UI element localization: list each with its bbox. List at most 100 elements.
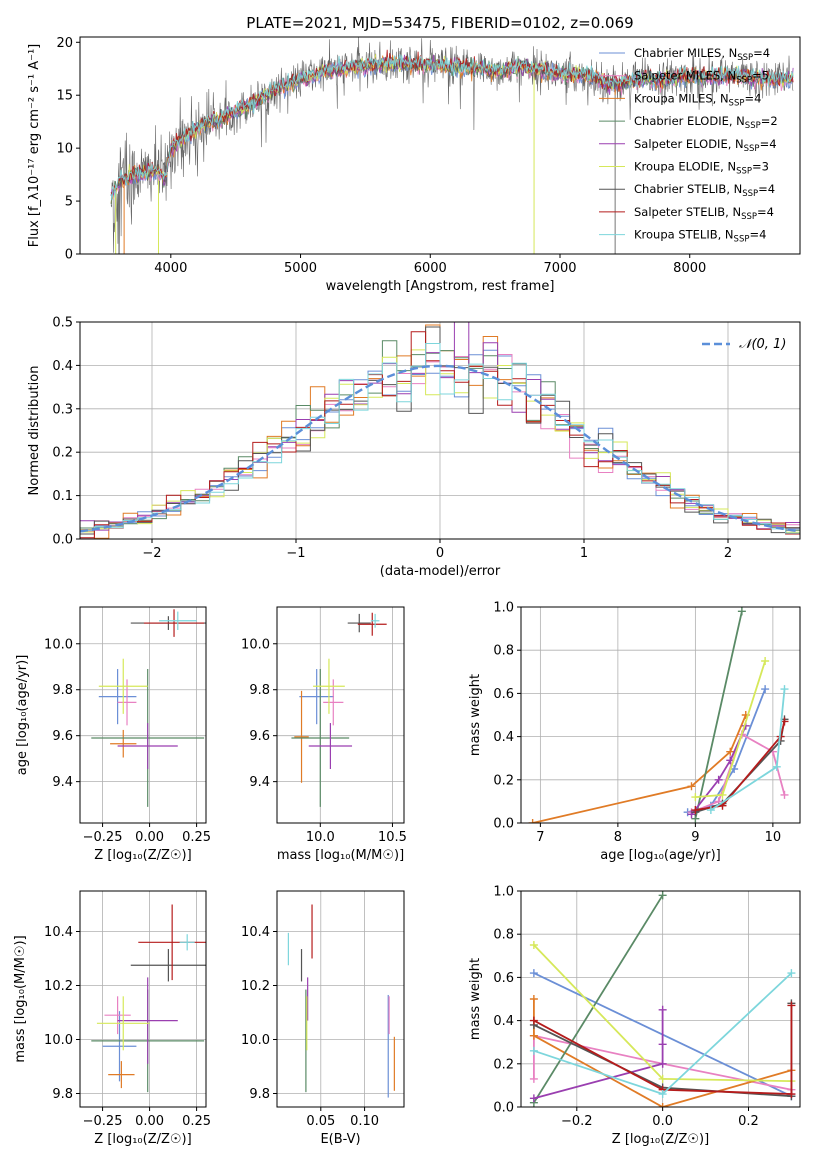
weight-marker (528, 819, 537, 823)
x-tick-label: 8 (614, 830, 622, 845)
y-tick-label: 10.0 (44, 637, 73, 652)
weight-marker (529, 1016, 538, 1025)
error-point-4 (117, 723, 178, 769)
weight-line-6 (695, 719, 786, 814)
legend-tail: =5 (752, 69, 769, 83)
y-tick-label: 9.8 (249, 683, 270, 698)
x-axis-label: Z [log₁₀(Z/Z☉)] (94, 848, 191, 863)
model-spectrum-8 (110, 54, 794, 201)
legend-entry: Kroupa ELODIE, NSSP=3 (634, 160, 769, 177)
y-tick-label: 0.3 (52, 402, 73, 417)
weight-marker (737, 607, 746, 616)
y-tick-label: 9.6 (52, 729, 73, 744)
weight-marker (780, 685, 789, 694)
weight-marker (529, 995, 538, 1003)
weight-marker (529, 1074, 538, 1083)
error-point-5 (98, 658, 148, 714)
x-tick-label: 0.0 (652, 1114, 673, 1129)
weight-line-7 (533, 1005, 793, 1095)
y-tick-label: 15 (56, 89, 73, 104)
legend-tail: =4 (757, 205, 774, 219)
weight-marker (714, 775, 723, 784)
x-tick-label: 2 (724, 546, 732, 561)
panel-2 (76, 606, 207, 827)
x-tick-label: 0.05 (306, 1114, 335, 1129)
error-point-0 (102, 1011, 137, 1082)
y-tick-label: 0.2 (493, 1057, 514, 1072)
weight-marker (658, 1040, 667, 1049)
legend-text: Salpeter STELIB, N (634, 205, 741, 219)
x-tick-label: 7 (536, 830, 544, 845)
y-tick-label: 10.0 (44, 1033, 73, 1048)
legend-entry: Kroupa STELIB, NSSP=4 (634, 228, 766, 245)
legend-subscript: SSP (741, 212, 757, 222)
x-tick-label: 9 (691, 830, 699, 845)
y-tick-label: 0.6 (493, 971, 514, 986)
chart-title: PLATE=2021, MJD=53475, FIBERID=0102, z=0… (246, 14, 633, 32)
weight-marker (529, 1031, 538, 1040)
x-axis-label: (data-model)/error (380, 564, 501, 579)
weight-marker (658, 1059, 667, 1068)
panel-0 (76, 36, 801, 258)
weight-marker (787, 969, 796, 978)
legend-entry: Chabrier ELODIE, NSSP=2 (634, 114, 778, 131)
weight-marker (691, 793, 700, 802)
error-point-7 (143, 609, 205, 637)
y-tick-label: 20 (56, 36, 73, 51)
y-tick-label: 9.4 (249, 775, 270, 790)
y-tick-label: 0.1 (52, 489, 73, 504)
weight-line-3 (694, 611, 743, 819)
y-tick-label: 0.8 (493, 644, 514, 659)
y-tick-label: 9.6 (249, 729, 270, 744)
y-axis-label: age [log₁₀(age/yr)] (15, 655, 30, 776)
legend-text: Salpeter MILES, N (634, 69, 736, 83)
y-axis-label: Flux [f_λ10⁻¹⁷ erg cm⁻² s⁻¹ A⁻¹] (27, 44, 42, 248)
legend-entry: Salpeter MILES, NSSP=5 (634, 69, 769, 86)
axes-frame (276, 606, 405, 824)
x-tick-label: −2 (142, 546, 161, 561)
legend-tail: =3 (752, 160, 769, 174)
legend-text: Kroupa ELODIE, N (634, 160, 736, 174)
error-point-2 (294, 690, 309, 783)
error-point-8 (370, 613, 380, 628)
x-tick-label: 0.00 (135, 1114, 164, 1129)
legend-text: Kroupa MILES, N (634, 91, 729, 105)
legend-tail: =2 (761, 114, 778, 128)
y-tick-label: 9.8 (52, 1087, 73, 1102)
x-axis-label: Z [log₁₀(Z/Z☉)] (612, 1132, 709, 1147)
legend-tail: =4 (758, 182, 775, 196)
normal-reference-curve (80, 364, 800, 533)
weight-marker (658, 1074, 667, 1083)
plot-area (291, 612, 387, 807)
x-tick-label: −0.2 (561, 1114, 593, 1129)
residual-histogram-8 (80, 343, 800, 534)
y-tick-label: 10 (56, 142, 73, 157)
legend-entry: Chabrier STELIB, NSSP=4 (634, 182, 775, 199)
x-tick-label: 0.25 (182, 830, 211, 845)
axes-frame (79, 606, 207, 824)
weight-line-2 (532, 714, 747, 823)
weight-marker (529, 969, 538, 978)
legend-text: Chabrier ELODIE, N (634, 114, 745, 128)
axes-frame (79, 890, 207, 1108)
weight-marker (658, 1103, 667, 1107)
y-tick-label: 0.0 (493, 817, 514, 832)
x-tick-label: 10.0 (306, 830, 335, 845)
x-tick-label: 10 (765, 830, 782, 845)
y-tick-label: 0.4 (52, 359, 73, 374)
plot-area (287, 904, 395, 1098)
y-tick-label: 0 (65, 248, 73, 263)
legend-subscript: SSP (744, 144, 760, 154)
y-axis-label: mass [log₁₀(M/M☉)] (13, 935, 28, 1062)
weight-marker (772, 762, 781, 771)
plot-area (91, 904, 206, 1093)
x-tick-label: 1 (580, 546, 588, 561)
x-tick-label: 6000 (414, 261, 447, 276)
weight-marker (706, 806, 715, 815)
error-point-3 (291, 669, 350, 807)
weight-marker (529, 1094, 538, 1103)
y-tick-label: 1.0 (493, 885, 514, 900)
weight-marker (529, 941, 538, 949)
y-tick-label: 10.4 (241, 925, 270, 940)
